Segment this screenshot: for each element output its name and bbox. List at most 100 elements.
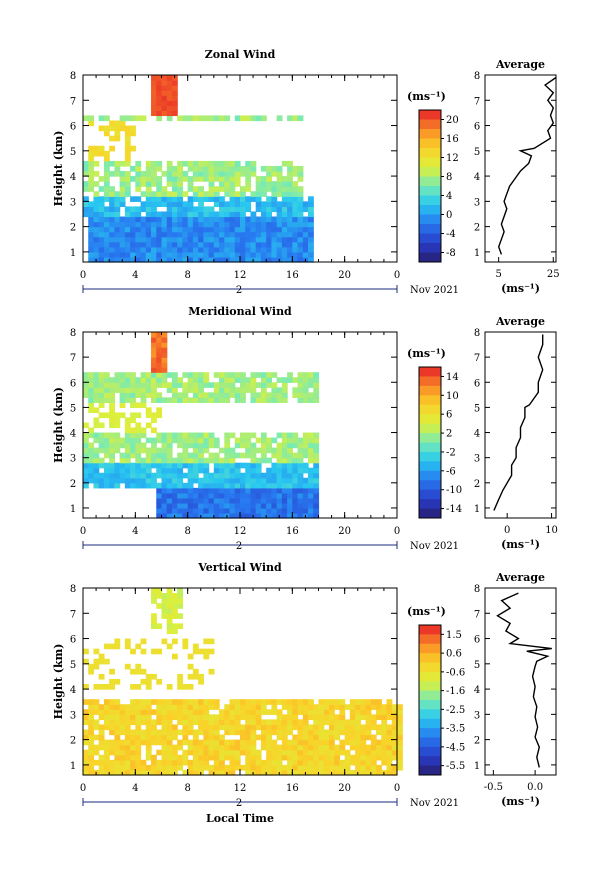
heatmap-cell [208, 256, 215, 263]
heatmap-cell [83, 447, 89, 454]
heatmap-cell [135, 734, 142, 741]
heatmap-cell [135, 482, 142, 489]
colorbar-swatch [419, 423, 441, 434]
heatmap-cell [297, 739, 304, 746]
heatmap-cell [192, 442, 199, 449]
heatmap-cell [234, 160, 241, 167]
colorbar-swatch [419, 508, 441, 519]
colorbar-frame [418, 366, 442, 519]
heatmap-cell [114, 482, 121, 489]
heatmap-cell [177, 457, 184, 464]
y-tick-label: 6 [70, 635, 76, 646]
heatmap-cell [297, 457, 304, 464]
heatmap-cell [376, 724, 382, 731]
heatmap-cell [260, 165, 267, 172]
heatmap-cell [177, 497, 184, 504]
heatmap-cell [161, 337, 168, 343]
heatmap-cell [182, 638, 189, 645]
heatmap-cell [171, 764, 178, 771]
heatmap-cell [287, 497, 293, 504]
heatmap-cell [130, 769, 136, 776]
heatmap-cell [287, 507, 293, 514]
heatmap-cell [83, 764, 89, 771]
heatmap-cell [266, 181, 272, 187]
heatmap-cell [187, 709, 194, 715]
heatmap-cell [203, 734, 210, 741]
heatmap-cell [156, 75, 163, 81]
heatmap-cell [281, 502, 288, 509]
heatmap-cell [192, 648, 199, 655]
heatmap-cell [308, 714, 314, 721]
x-tick-label: 0 [394, 270, 400, 281]
heatmap-cell [302, 714, 309, 721]
heatmap-cell [98, 437, 105, 444]
heatmap-cell [229, 749, 236, 756]
heatmap-cell [313, 442, 320, 449]
heatmap-cell [83, 196, 89, 202]
heatmap-cell [365, 704, 372, 710]
heatmap-cell [397, 739, 403, 746]
heatmap-cell [234, 226, 241, 233]
heatmap-cell [98, 211, 105, 218]
average-x-tick-label: 0 [504, 525, 510, 536]
heatmap-cell [130, 729, 136, 736]
heatmap-cell [166, 236, 173, 243]
heatmap-cell [266, 246, 272, 253]
heatmap-cell [156, 412, 163, 419]
heatmap-cell [229, 502, 236, 509]
heatmap-cell [124, 482, 131, 489]
heatmap-cell [151, 377, 157, 383]
heatmap-cell [391, 764, 398, 771]
y-tick-label: 2 [70, 479, 76, 490]
colorbar-unit: (ms⁻¹) [407, 605, 446, 618]
heatmap-cell [308, 442, 314, 449]
heatmap-cell [187, 186, 194, 192]
heatmap-cell [161, 347, 168, 353]
heatmap-cell [234, 719, 241, 726]
heatmap-cell [145, 734, 152, 741]
heatmap-cell [161, 357, 168, 363]
heatmap-cell [297, 236, 304, 243]
heatmap-cell [318, 734, 325, 741]
heatmap-cell [103, 764, 110, 771]
heatmap-cell [213, 704, 220, 710]
heatmap-cell [119, 120, 126, 127]
heatmap-cell [297, 221, 304, 228]
heatmap-cell [109, 236, 115, 243]
heatmap-cell [166, 734, 173, 741]
heatmap-cell [145, 407, 152, 414]
heatmap-cell [245, 734, 252, 741]
heatmap-cell [140, 216, 147, 223]
heatmap-cell [281, 482, 288, 489]
heatmap-cell [391, 709, 398, 715]
heatmap-cell [292, 392, 299, 398]
heatmap-cell [287, 719, 293, 726]
heatmap-cell [219, 241, 225, 248]
heatmap-cell [161, 382, 168, 388]
heatmap-cell [308, 246, 314, 253]
heatmap-cell [114, 377, 121, 383]
heatmap-cell [192, 502, 199, 509]
heatmap-cell [302, 719, 309, 726]
heatmap-cell [266, 502, 272, 509]
heatmap-cell [187, 749, 194, 756]
heatmap-cell [245, 699, 252, 705]
heatmap-cell [83, 734, 89, 741]
colorbar-swatch [419, 129, 441, 139]
heatmap-cell [245, 181, 252, 187]
heatmap-cell [323, 709, 330, 715]
heatmap-cell [171, 613, 178, 619]
heatmap-cell [135, 472, 142, 479]
heatmap-cell [119, 246, 126, 253]
heatmap-cell [224, 749, 231, 756]
heatmap-cell [245, 739, 252, 746]
heatmap-cell [151, 729, 157, 736]
heatmap-cell [166, 85, 173, 91]
heatmap-cell [271, 754, 278, 761]
colorbar-swatch [419, 718, 441, 729]
heatmap-cell [308, 729, 314, 736]
heatmap-cell [156, 487, 163, 494]
heatmap-cell [224, 487, 231, 494]
heatmap-cell [266, 497, 272, 504]
heatmap-cell [381, 704, 388, 710]
